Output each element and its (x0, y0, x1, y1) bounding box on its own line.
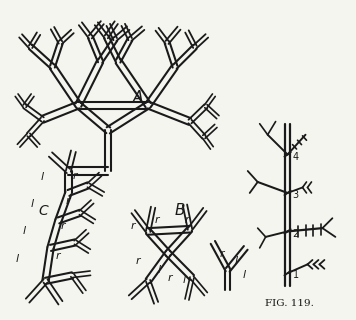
Text: r: r (130, 221, 135, 231)
Text: A: A (133, 90, 143, 105)
Text: r: r (220, 249, 225, 259)
Text: r: r (66, 196, 70, 206)
Text: l: l (158, 265, 161, 275)
Text: l: l (23, 226, 26, 236)
Text: r: r (61, 221, 65, 231)
Text: C: C (38, 204, 48, 218)
Text: r: r (168, 273, 173, 283)
Text: r: r (56, 251, 60, 261)
Text: l: l (235, 256, 238, 266)
Text: l: l (41, 172, 44, 182)
Text: r: r (135, 256, 140, 266)
Text: B: B (175, 203, 185, 218)
Text: r: r (72, 171, 77, 181)
Text: r: r (155, 215, 160, 225)
Text: l: l (31, 199, 34, 209)
Text: FIG. 119.: FIG. 119. (265, 299, 314, 308)
Text: 4: 4 (293, 152, 299, 162)
Text: l: l (243, 269, 246, 280)
Text: l: l (183, 275, 186, 285)
Text: 2: 2 (293, 228, 299, 239)
Text: l: l (16, 254, 19, 264)
Text: r: r (185, 215, 190, 225)
Text: 1: 1 (293, 270, 299, 280)
Text: 3: 3 (293, 190, 299, 200)
